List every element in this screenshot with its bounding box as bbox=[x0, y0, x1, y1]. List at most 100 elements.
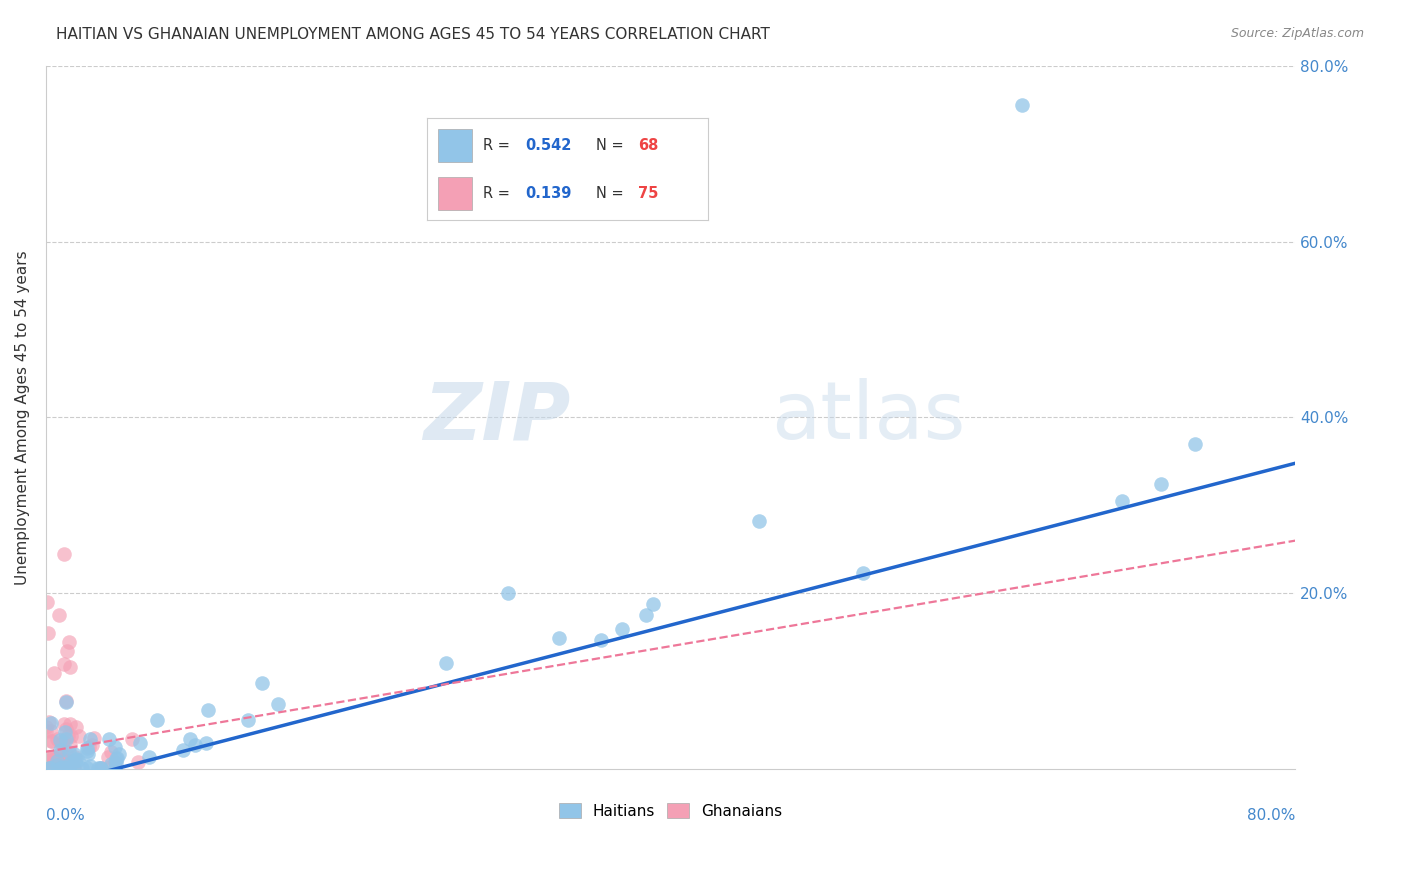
Haitians bbox=[79, 732, 101, 747]
Ghanaians bbox=[37, 626, 59, 640]
Ghanaians bbox=[82, 738, 104, 752]
Haitians bbox=[49, 761, 72, 775]
Haitians bbox=[45, 755, 67, 769]
Haitians bbox=[496, 586, 519, 600]
Ghanaians bbox=[55, 723, 77, 737]
Haitians bbox=[55, 695, 77, 709]
Haitians bbox=[70, 761, 93, 775]
Ghanaians bbox=[97, 749, 120, 764]
Haitians bbox=[66, 753, 89, 767]
Ghanaians bbox=[67, 729, 90, 743]
Haitians bbox=[105, 752, 128, 766]
Ghanaians bbox=[39, 760, 62, 774]
Ghanaians bbox=[39, 754, 62, 768]
Haitians bbox=[38, 761, 60, 775]
Ghanaians bbox=[63, 749, 86, 764]
Ghanaians bbox=[35, 595, 58, 609]
Haitians bbox=[76, 747, 98, 762]
Haitians bbox=[98, 732, 121, 747]
Haitians bbox=[62, 761, 84, 775]
Haitians bbox=[636, 608, 658, 623]
Haitians bbox=[62, 747, 84, 762]
Text: HAITIAN VS GHANAIAN UNEMPLOYMENT AMONG AGES 45 TO 54 YEARS CORRELATION CHART: HAITIAN VS GHANAIAN UNEMPLOYMENT AMONG A… bbox=[56, 27, 770, 42]
Ghanaians bbox=[37, 754, 59, 768]
Ghanaians bbox=[51, 761, 73, 775]
Ghanaians bbox=[59, 717, 82, 731]
Ghanaians bbox=[35, 759, 58, 773]
Ghanaians bbox=[56, 643, 79, 657]
Haitians bbox=[46, 758, 69, 772]
Ghanaians bbox=[37, 761, 59, 775]
Text: atlas: atlas bbox=[770, 378, 965, 457]
Haitians bbox=[105, 750, 128, 764]
Haitians bbox=[49, 742, 72, 756]
Haitians bbox=[41, 715, 63, 730]
Ghanaians bbox=[53, 756, 76, 770]
Ghanaians bbox=[121, 732, 143, 747]
Haitians bbox=[146, 714, 169, 728]
Haitians bbox=[179, 732, 201, 747]
Ghanaians bbox=[42, 665, 65, 680]
Haitians bbox=[58, 757, 80, 772]
Ghanaians bbox=[39, 755, 62, 769]
Haitians bbox=[86, 761, 108, 775]
Haitians bbox=[76, 744, 98, 758]
Ghanaians bbox=[56, 747, 79, 762]
Ghanaians bbox=[39, 756, 62, 771]
Ghanaians bbox=[35, 724, 58, 739]
Haitians bbox=[76, 761, 98, 775]
Haitians bbox=[55, 725, 77, 739]
Haitians bbox=[56, 761, 79, 775]
Ghanaians bbox=[44, 762, 66, 776]
Haitians bbox=[58, 745, 80, 759]
Ghanaians bbox=[77, 740, 100, 755]
Text: ZIP: ZIP bbox=[423, 378, 571, 457]
Ghanaians bbox=[37, 756, 59, 771]
Haitians bbox=[55, 761, 77, 775]
Ghanaians bbox=[59, 659, 82, 673]
Ghanaians bbox=[38, 755, 60, 769]
Ghanaians bbox=[38, 752, 60, 766]
Ghanaians bbox=[41, 758, 63, 772]
Haitians bbox=[108, 747, 131, 761]
Haitians bbox=[53, 761, 76, 775]
Ghanaians bbox=[45, 758, 67, 772]
Ghanaians bbox=[41, 760, 63, 774]
Haitians bbox=[39, 761, 62, 775]
Ghanaians bbox=[48, 759, 70, 773]
Haitians bbox=[1011, 98, 1033, 112]
Ghanaians bbox=[52, 717, 75, 731]
Haitians bbox=[128, 736, 150, 750]
Haitians bbox=[100, 756, 122, 771]
Haitians bbox=[90, 761, 112, 775]
Haitians bbox=[436, 656, 458, 670]
Haitians bbox=[236, 713, 259, 727]
Ghanaians bbox=[59, 754, 82, 768]
Haitians bbox=[55, 731, 77, 746]
Ghanaians bbox=[59, 729, 82, 743]
Ghanaians bbox=[41, 734, 63, 748]
Ghanaians bbox=[46, 761, 69, 775]
Legend: Haitians, Ghanaians: Haitians, Ghanaians bbox=[553, 797, 789, 825]
Haitians bbox=[76, 740, 98, 755]
Haitians bbox=[59, 756, 82, 771]
Ghanaians bbox=[58, 634, 80, 648]
Ghanaians bbox=[59, 739, 82, 753]
Haitians bbox=[104, 740, 127, 755]
Ghanaians bbox=[45, 759, 67, 773]
Haitians bbox=[748, 514, 770, 528]
Ghanaians bbox=[41, 749, 63, 764]
Text: 0.0%: 0.0% bbox=[46, 808, 84, 823]
Ghanaians bbox=[45, 749, 67, 764]
Haitians bbox=[58, 761, 80, 775]
Ghanaians bbox=[51, 745, 73, 759]
Ghanaians bbox=[58, 729, 80, 743]
Ghanaians bbox=[39, 734, 62, 748]
Haitians bbox=[49, 761, 72, 775]
Haitians bbox=[641, 597, 664, 611]
Ghanaians bbox=[38, 714, 60, 729]
Ghanaians bbox=[45, 752, 67, 766]
Text: 80.0%: 80.0% bbox=[1247, 808, 1295, 823]
Haitians bbox=[184, 739, 207, 753]
Ghanaians bbox=[38, 761, 60, 775]
